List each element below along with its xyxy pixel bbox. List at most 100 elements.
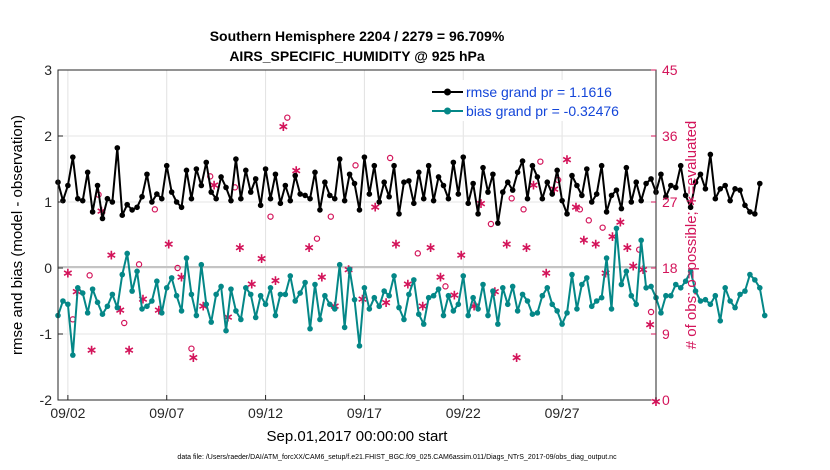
bias-point	[371, 294, 378, 301]
rmse-point	[747, 209, 753, 215]
bias-point	[119, 271, 126, 278]
bias-point	[539, 292, 546, 299]
bias-point	[396, 304, 402, 311]
bias-point	[144, 303, 150, 310]
bias-point	[60, 298, 66, 304]
bias-point	[445, 292, 452, 299]
bias-point	[702, 296, 709, 303]
bias-point	[99, 311, 106, 318]
bias-point	[435, 286, 442, 292]
bias-point	[682, 278, 689, 285]
obs-possible-marker	[537, 158, 544, 165]
obs-evaluated-marker: ∗	[561, 152, 573, 168]
rmse-point	[74, 195, 81, 202]
bias-point	[208, 319, 215, 325]
x-tick-label: 09/17	[347, 405, 382, 421]
obs-possible-marker	[414, 250, 421, 257]
bias-point	[356, 343, 363, 349]
bias-point	[193, 312, 200, 319]
obs-possible-marker	[508, 195, 515, 202]
rmse-point	[411, 200, 417, 207]
rmse-point	[420, 195, 427, 202]
rmse-point	[149, 199, 155, 205]
obs-possible-marker	[647, 308, 655, 316]
legend-rmse-marker	[444, 88, 451, 96]
plot-frame	[57, 69, 657, 401]
rmse-point	[94, 182, 101, 189]
legend-bias-marker	[444, 107, 451, 115]
bias-point	[490, 288, 496, 294]
rmse-point	[559, 197, 565, 204]
rmse-point	[351, 180, 358, 187]
rmse-point	[623, 164, 630, 171]
rmse-point	[109, 199, 116, 205]
obs-evaluated-marker: ∗	[521, 240, 533, 256]
rmse-point	[579, 192, 585, 199]
bias-point	[70, 352, 76, 358]
rmse-point	[238, 195, 244, 202]
bias-point	[203, 301, 210, 308]
y-tick-label: -2	[40, 392, 53, 408]
bias-point	[480, 281, 486, 288]
rmse-point	[228, 197, 234, 204]
bias-point	[554, 308, 560, 314]
y-tick-label: -1	[40, 326, 53, 342]
rmse-point	[233, 156, 239, 162]
bias-point	[188, 291, 195, 298]
obs-evaluated-marker: ∗	[234, 240, 246, 256]
x-tick-label: 09/07	[149, 405, 184, 421]
bias-point	[183, 255, 190, 261]
rmse-point	[658, 171, 664, 178]
rmse-point	[218, 174, 224, 180]
obs-evaluated-marker: ∗	[621, 240, 633, 256]
rmse-point	[460, 154, 467, 160]
bias-point	[406, 291, 412, 298]
rmse-point	[144, 171, 150, 178]
rmse-point	[756, 180, 763, 187]
bias-point	[376, 303, 383, 310]
obs-evaluated-marker: ∗	[153, 302, 165, 318]
bias-point	[114, 304, 121, 311]
bias-point	[608, 306, 615, 312]
x-tick-label: 09/22	[446, 405, 481, 421]
obs-evaluated-marker: ∗	[528, 178, 540, 194]
rmse-point	[435, 174, 442, 180]
rmse-point	[139, 193, 145, 200]
bias-point	[94, 299, 101, 306]
rmse-point	[737, 187, 743, 193]
obs-possible-marker	[313, 235, 321, 242]
rmse-point	[287, 197, 294, 204]
rmse-point	[677, 162, 684, 169]
rmse-point	[707, 151, 714, 158]
y-axis-label: rmse and bias (model - observation)	[9, 115, 26, 355]
rmse-point	[613, 187, 620, 193]
rmse-point	[203, 159, 210, 166]
obs-evaluated-marker: ∗	[590, 236, 602, 252]
obs-possible-marker	[520, 206, 527, 213]
rmse-point	[475, 211, 481, 217]
x-tick-label: 09/12	[248, 405, 283, 421]
rmse-point	[668, 182, 674, 189]
bias-point	[747, 271, 753, 278]
obs-evaluated-marker: ∗	[270, 273, 282, 289]
bias-point	[707, 301, 714, 308]
y2-axis-label: # of obs: o=possible; ∗=evaluated	[683, 121, 700, 350]
rmse-point	[312, 169, 318, 176]
bias-point	[475, 306, 481, 312]
rmse-point	[198, 182, 205, 189]
obs-possible-marker	[284, 114, 291, 121]
bias-point	[603, 255, 610, 261]
rmse-point	[524, 195, 531, 202]
rmse-point	[213, 195, 219, 202]
rmse-point	[490, 171, 496, 178]
rmse-point	[158, 195, 165, 202]
bias-point	[129, 288, 135, 294]
bias-point	[134, 268, 140, 275]
bias-point	[218, 283, 224, 290]
bias-point	[465, 312, 472, 319]
rmse-point	[371, 162, 378, 169]
bias-point	[534, 310, 541, 316]
rmse-point	[643, 180, 649, 187]
bias-point	[737, 291, 743, 298]
y-tick-label: 3	[44, 62, 52, 78]
